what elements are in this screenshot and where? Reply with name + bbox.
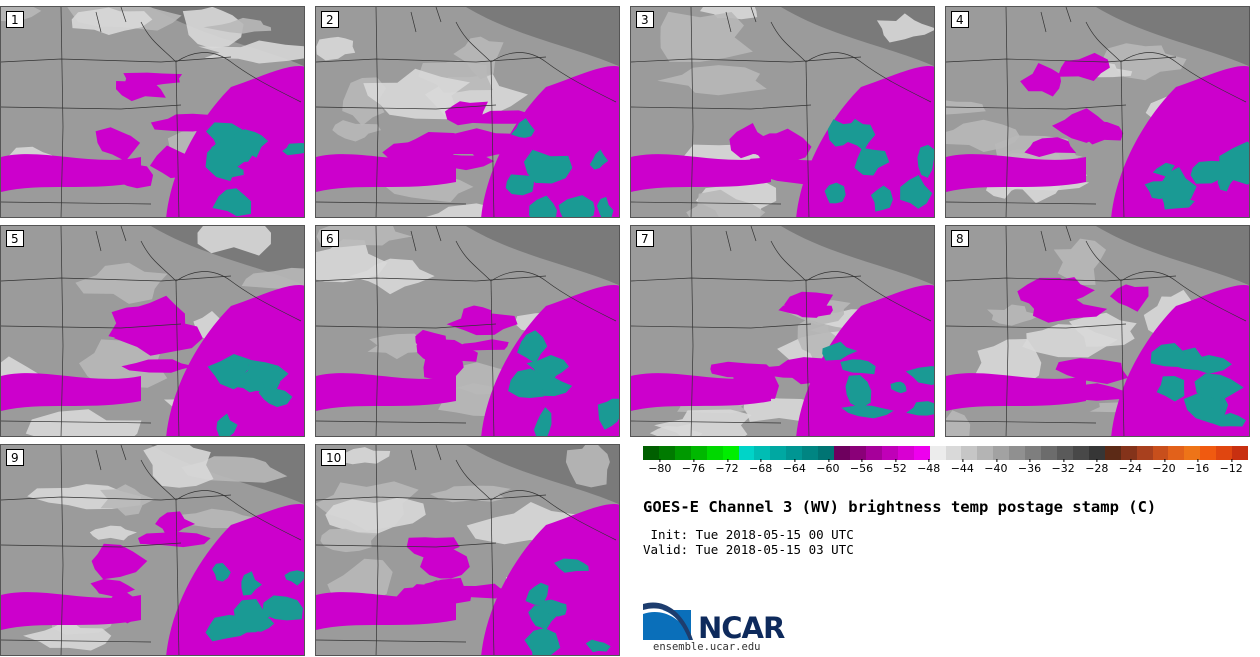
panel-number: 1 xyxy=(6,11,24,28)
colorbar-tick-label: −56 xyxy=(849,459,874,475)
colorbar-tick-label: −40 xyxy=(984,459,1008,475)
colorbar-swatch xyxy=(1088,446,1105,460)
colorbar-tick-label: −48 xyxy=(917,459,941,475)
colorbar-swatch xyxy=(658,446,675,460)
colorbar-swatch xyxy=(834,446,850,460)
panel-number: 10 xyxy=(321,449,347,466)
colorbar-tick-label: −68 xyxy=(748,459,773,475)
colorbar-tick-label: −28 xyxy=(1085,459,1109,475)
colorbar-swatch xyxy=(1025,446,1042,460)
colorbar-swatch xyxy=(1136,446,1153,460)
colorbar-swatch xyxy=(770,446,787,460)
colorbar-swatch xyxy=(1168,446,1185,460)
colorbar-swatch xyxy=(849,446,866,460)
colorbar-swatch xyxy=(897,446,914,460)
colorbar-swatch xyxy=(802,446,819,460)
colorbar-swatch xyxy=(754,446,771,460)
colorbar-tick-label: −20 xyxy=(1152,459,1176,475)
colorbar-tick-label: −72 xyxy=(715,459,739,475)
colorbar-swatch xyxy=(977,446,994,460)
ncar-logo-text: NCAR xyxy=(698,611,785,645)
colorbar-swatch xyxy=(1056,446,1073,460)
colorbar-swatch xyxy=(690,446,707,460)
colorbar-swatch xyxy=(1152,446,1169,460)
colorbar-tick-label: −64 xyxy=(782,459,806,475)
colorbar-swatch xyxy=(929,446,946,460)
panel-number: 7 xyxy=(636,230,654,247)
colorbar-swatch xyxy=(881,446,898,460)
colorbar-swatch xyxy=(643,446,659,460)
colorbar-tick-label: −52 xyxy=(883,459,907,475)
colorbar-swatch xyxy=(865,446,882,460)
colorbar-ticks: −80 −76 −72 −68 −64 −60 −56 −52 −48 −44 −40 −36 −32−… xyxy=(643,459,1248,482)
init-time: Init: Tue 2018-05-15 00 UTC xyxy=(643,527,854,542)
stamp-panel-5: 5 xyxy=(0,225,305,437)
colorbar-swatch xyxy=(1104,446,1121,460)
panel-number: 2 xyxy=(321,11,339,28)
site-url: ensemble.ucar.edu xyxy=(653,641,761,653)
colorbar-tick-label: −24 xyxy=(1118,459,1142,475)
stamp-panel-8: 8 xyxy=(945,225,1250,437)
colorbar-swatch xyxy=(738,446,755,460)
panel-number: 4 xyxy=(951,11,969,28)
stamp-panel-1: 1 xyxy=(0,6,305,218)
colorbar-swatch xyxy=(722,446,739,460)
colorbar-tick-label: −16 xyxy=(1185,459,1210,475)
panel-number: 9 xyxy=(6,449,24,466)
colorbar-swatch xyxy=(1184,446,1201,460)
colorbar-swatch xyxy=(1216,446,1233,460)
colorbar-swatch xyxy=(706,446,723,460)
colorbar-tick-label: −76 xyxy=(681,459,705,475)
panel-number: 5 xyxy=(6,230,24,247)
colorbar-tick-label: −60 xyxy=(816,459,840,475)
figure-title: GOES-E Channel 3 (WV) brightness temp po… xyxy=(643,498,1157,516)
colorbar-swatch xyxy=(913,446,930,460)
colorbar xyxy=(643,446,1249,460)
stamp-panel-6: 6 xyxy=(315,225,620,437)
colorbar-swatch xyxy=(818,446,835,460)
colorbar-swatch xyxy=(674,446,691,460)
colorbar-tick-label: −44 xyxy=(950,459,974,475)
colorbar-swatch xyxy=(786,446,803,460)
colorbar-tick-label: −80 xyxy=(648,459,672,475)
colorbar-swatch xyxy=(1041,446,1057,460)
stamp-panel-10: 10 xyxy=(315,444,620,656)
colorbar-tick-label: −36 xyxy=(1017,459,1042,475)
panel-number: 3 xyxy=(636,11,654,28)
colorbar-swatch xyxy=(993,446,1010,460)
colorbar-swatch xyxy=(1232,446,1249,460)
stamp-panel-2: 2 xyxy=(315,6,620,218)
panel-number: 8 xyxy=(951,230,969,247)
colorbar-swatch xyxy=(1120,446,1137,460)
stamp-panel-7: 7 xyxy=(630,225,935,437)
stamp-panel-9: 9 xyxy=(0,444,305,656)
colorbar-swatch xyxy=(961,446,978,460)
colorbar-swatch xyxy=(1072,446,1089,460)
panel-number: 6 xyxy=(321,230,339,247)
colorbar-swatch xyxy=(1009,446,1026,460)
valid-time: Valid: Tue 2018-05-15 03 UTC xyxy=(643,542,854,557)
colorbar-swatch xyxy=(1200,446,1217,460)
colorbar-swatch xyxy=(945,446,962,460)
ncar-logo-icon xyxy=(643,602,693,640)
stamp-panel-4: 4 xyxy=(945,6,1250,218)
stamp-panel-3: 3 xyxy=(630,6,935,218)
colorbar-tick-label: −32 xyxy=(1051,459,1075,475)
colorbar-tick-label: −12 xyxy=(1219,459,1243,475)
